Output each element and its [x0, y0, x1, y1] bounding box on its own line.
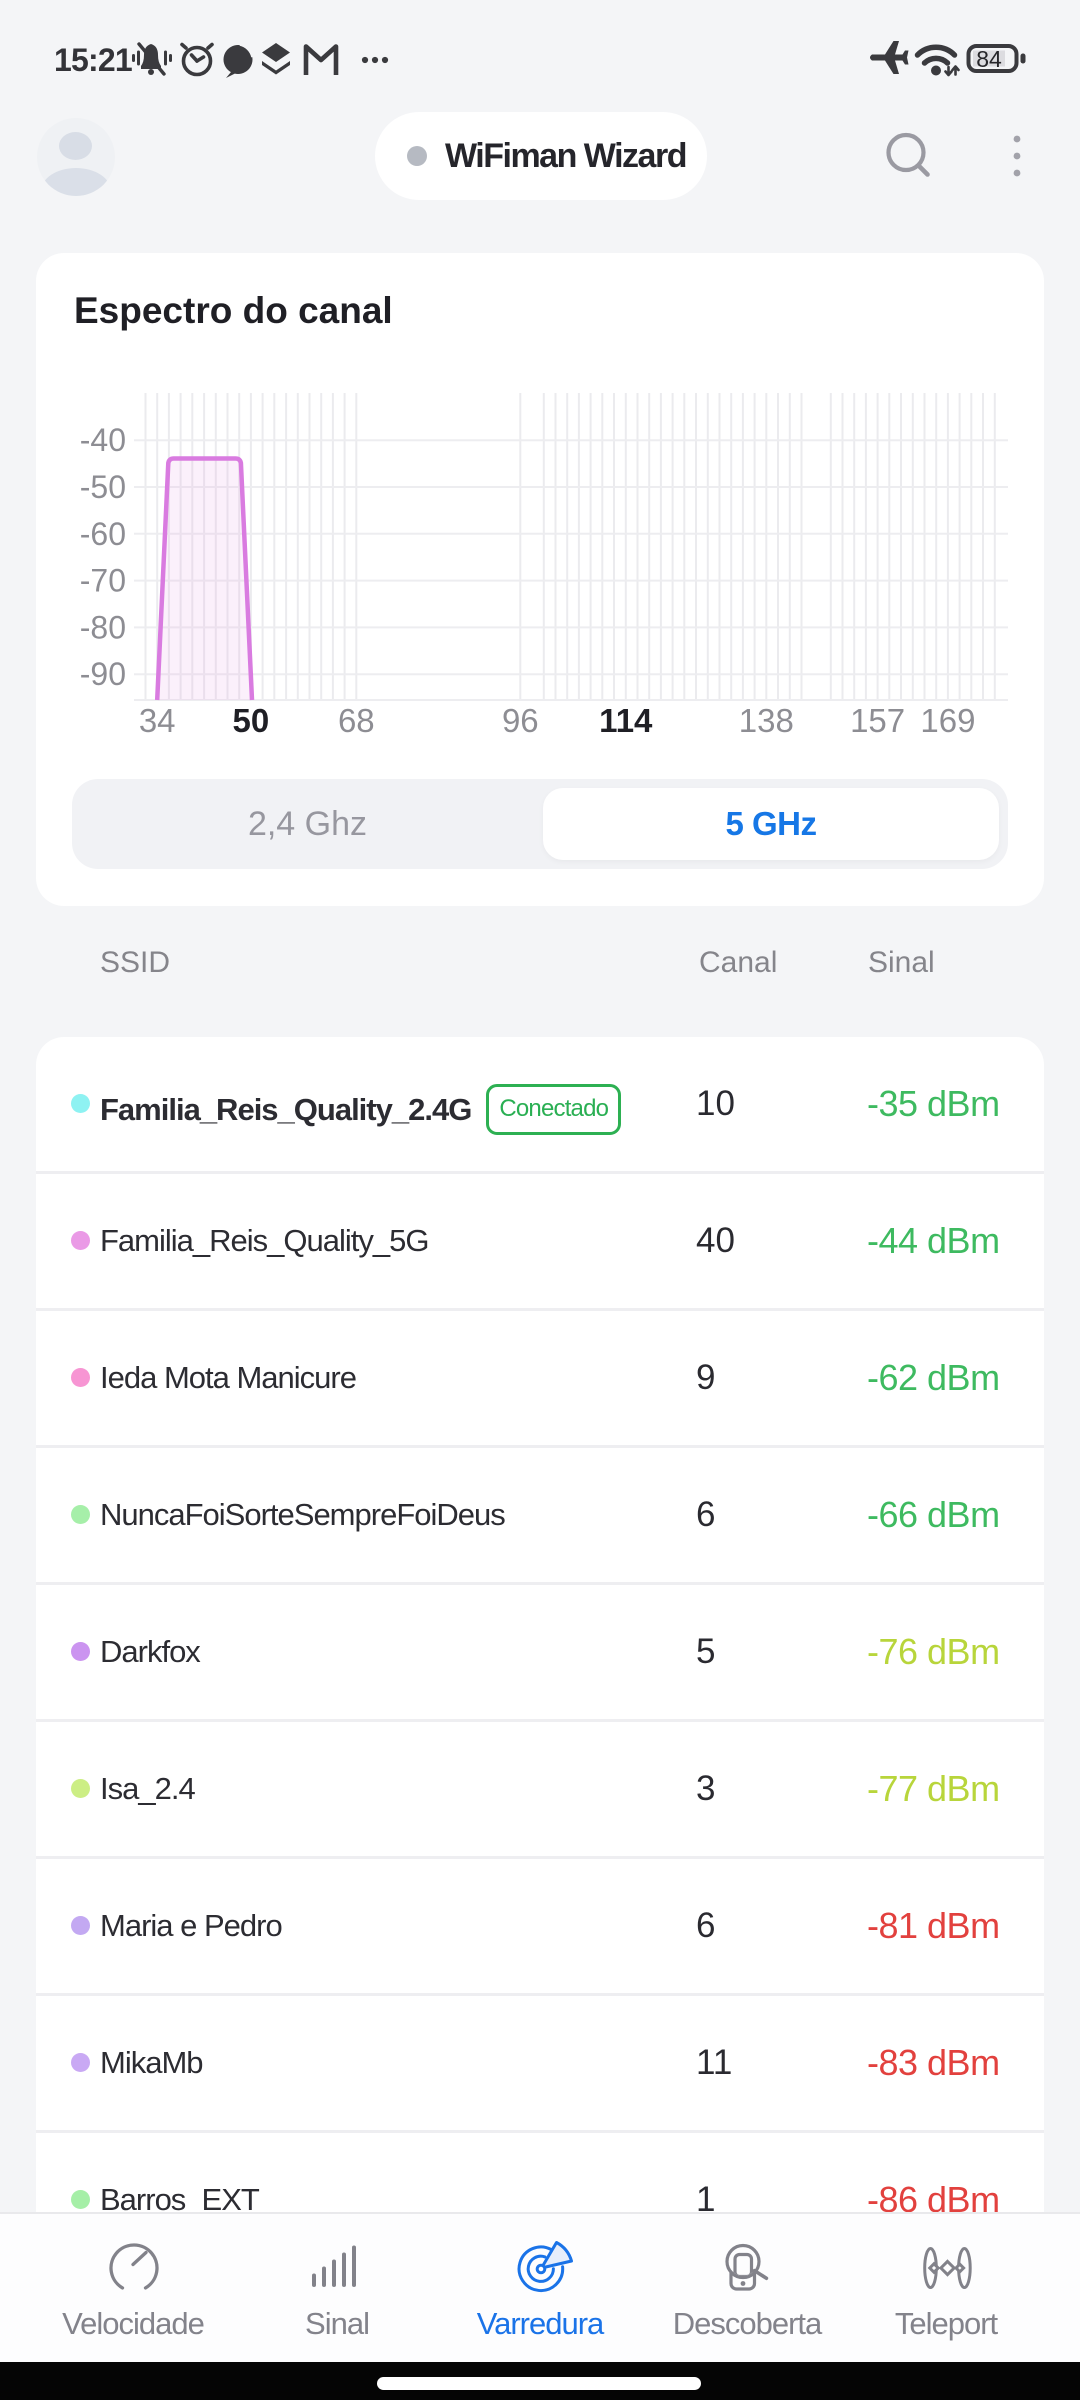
- svg-text:138: 138: [739, 702, 794, 739]
- svg-text:-60: -60: [80, 516, 126, 552]
- svg-text:68: 68: [338, 702, 375, 739]
- svg-text:169: 169: [920, 702, 975, 739]
- svg-text:114: 114: [599, 702, 653, 739]
- svg-text:96: 96: [502, 702, 539, 739]
- svg-text:-80: -80: [80, 609, 126, 645]
- svg-text:157: 157: [850, 702, 905, 739]
- svg-text:-70: -70: [80, 563, 126, 599]
- svg-text:-90: -90: [80, 656, 126, 692]
- svg-text:-50: -50: [80, 469, 126, 505]
- svg-text:34: 34: [139, 702, 176, 739]
- svg-text:84: 84: [976, 46, 1002, 72]
- svg-text:-40: -40: [80, 422, 126, 458]
- svg-text:50: 50: [233, 702, 270, 739]
